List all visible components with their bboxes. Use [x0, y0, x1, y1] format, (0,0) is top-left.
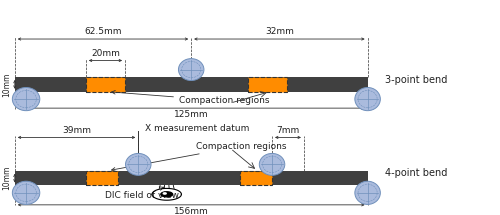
Text: 156mm: 156mm	[174, 207, 208, 215]
Bar	[86, 77, 125, 92]
Text: 32mm: 32mm	[265, 27, 294, 36]
Bar	[15, 77, 368, 92]
Text: X measurement datum: X measurement datum	[144, 124, 249, 133]
Text: Compaction regions: Compaction regions	[112, 142, 286, 171]
Ellipse shape	[355, 181, 380, 204]
Ellipse shape	[178, 59, 204, 81]
Ellipse shape	[260, 154, 285, 175]
Bar	[248, 77, 287, 92]
Ellipse shape	[355, 88, 380, 111]
Text: 3-point bend: 3-point bend	[385, 75, 447, 85]
Text: 125mm: 125mm	[174, 110, 208, 119]
Ellipse shape	[126, 154, 151, 175]
Text: 62.5mm: 62.5mm	[84, 27, 122, 36]
Text: 20mm: 20mm	[91, 49, 120, 58]
Ellipse shape	[12, 181, 40, 204]
Text: Compaction regions: Compaction regions	[112, 91, 270, 105]
Text: DIC field of view: DIC field of view	[106, 187, 180, 200]
Circle shape	[161, 192, 172, 197]
Text: 4-point bend: 4-point bend	[385, 168, 447, 178]
Circle shape	[164, 193, 166, 194]
Bar	[15, 171, 368, 186]
Bar	[240, 171, 272, 186]
Text: 7mm: 7mm	[276, 126, 299, 135]
Text: 10mm: 10mm	[2, 166, 11, 190]
Text: 39mm: 39mm	[62, 126, 91, 135]
Bar	[86, 171, 118, 186]
Text: 10mm: 10mm	[2, 72, 11, 97]
Ellipse shape	[12, 88, 40, 111]
